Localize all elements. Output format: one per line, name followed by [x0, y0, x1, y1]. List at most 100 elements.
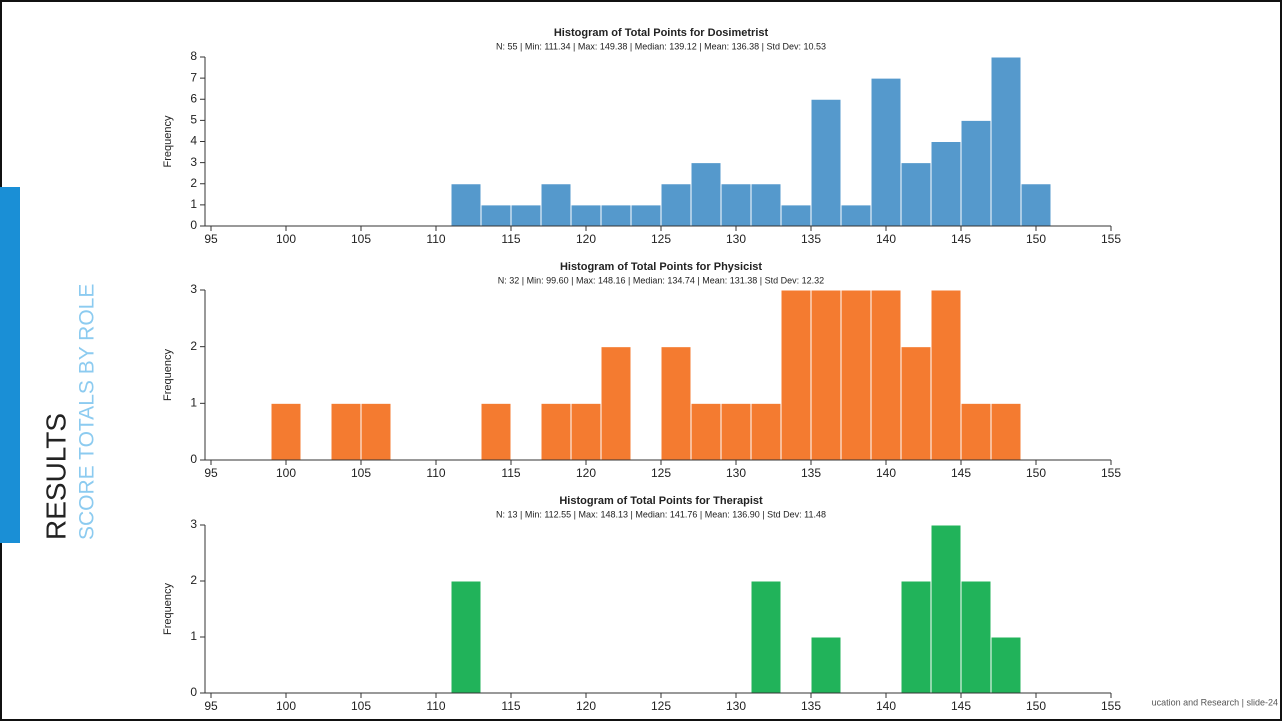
- y-tick-label: 3: [190, 282, 197, 296]
- bar: [810, 636, 842, 694]
- bar: [900, 162, 932, 227]
- x-tick-label: 130: [726, 232, 746, 246]
- bar: [870, 77, 902, 227]
- chart-title: Histogram of Total Points for Therapist: [559, 495, 763, 507]
- y-tick-label: 0: [190, 218, 197, 232]
- y-tick-label: 4: [190, 134, 197, 148]
- x-tick-label: 140: [876, 466, 896, 480]
- y-tick-label: 2: [190, 339, 197, 353]
- slide-heading: RESULTS: [40, 413, 71, 540]
- y-tick-label: 2: [190, 573, 197, 587]
- x-tick-label: 110: [426, 466, 445, 480]
- x-tick-label: 125: [651, 699, 671, 713]
- y-tick-label: 1: [190, 629, 197, 643]
- bar: [480, 402, 512, 461]
- accent-bar: [0, 187, 20, 543]
- y-tick-label: 6: [190, 91, 197, 105]
- chart-subtitle: N: 13 | Min: 112.55 | Max: 148.13 | Medi…: [496, 509, 826, 519]
- x-tick-label: 100: [276, 466, 296, 480]
- y-tick-label: 1: [190, 197, 197, 211]
- x-tick-label: 100: [276, 699, 296, 713]
- bar: [900, 580, 932, 694]
- x-tick-label: 140: [876, 232, 896, 246]
- y-axis-label: Frequency: [162, 115, 174, 167]
- bar: [990, 402, 1022, 461]
- y-tick-label: 3: [190, 517, 197, 531]
- bar: [690, 162, 722, 227]
- x-tick-label: 115: [501, 232, 520, 246]
- bar: [810, 98, 842, 227]
- x-tick-label: 155: [1101, 232, 1121, 246]
- y-tick-label: 8: [190, 49, 197, 63]
- bar: [720, 402, 752, 461]
- bar: [720, 183, 752, 227]
- x-tick-label: 115: [501, 466, 520, 480]
- bar: [750, 580, 782, 694]
- bar: [600, 204, 632, 227]
- x-tick-label: 105: [351, 232, 371, 246]
- slide-subheading: SCORE TOTALS BY ROLE: [76, 284, 99, 540]
- bar: [750, 183, 782, 227]
- bar: [540, 402, 572, 461]
- bar: [990, 56, 1022, 227]
- x-tick-label: 155: [1101, 699, 1121, 713]
- chart-title: Histogram of Total Points for Physicist: [560, 261, 762, 273]
- x-tick-label: 105: [351, 699, 371, 713]
- bar: [930, 289, 962, 461]
- bar: [450, 580, 482, 694]
- y-axis-label: Frequency: [162, 349, 174, 401]
- bar: [960, 402, 992, 461]
- y-tick-label: 0: [190, 685, 197, 699]
- x-tick-label: 120: [576, 232, 596, 246]
- x-tick-label: 145: [951, 699, 971, 713]
- x-tick-label: 130: [726, 699, 746, 713]
- bar: [930, 524, 962, 694]
- x-tick-label: 125: [651, 232, 671, 246]
- x-tick-label: 110: [426, 232, 445, 246]
- x-tick-label: 150: [1026, 699, 1046, 713]
- bar: [690, 402, 722, 461]
- bar: [630, 204, 662, 227]
- x-tick-label: 95: [204, 699, 218, 713]
- x-tick-label: 155: [1101, 466, 1121, 480]
- x-tick-label: 150: [1026, 466, 1046, 480]
- x-tick-label: 95: [204, 466, 218, 480]
- x-tick-label: 135: [801, 699, 821, 713]
- bar: [780, 289, 812, 461]
- chart-title: Histogram of Total Points for Dosimetris…: [554, 27, 769, 39]
- bar: [570, 402, 602, 461]
- y-tick-label: 2: [190, 176, 197, 190]
- chart-subtitle: N: 32 | Min: 99.60 | Max: 148.16 | Media…: [498, 275, 824, 285]
- bar: [900, 346, 932, 461]
- footer: ucation and Research | slide-24: [1152, 697, 1278, 707]
- bar: [360, 402, 392, 461]
- bar: [540, 183, 572, 227]
- x-tick-label: 150: [1026, 232, 1046, 246]
- bar: [960, 580, 992, 694]
- x-tick-label: 125: [651, 466, 671, 480]
- bar: [600, 346, 632, 461]
- bar: [930, 141, 962, 227]
- x-tick-label: 145: [951, 466, 971, 480]
- x-tick-label: 120: [576, 466, 596, 480]
- y-tick-label: 5: [190, 113, 197, 127]
- bar: [330, 402, 362, 461]
- bar: [480, 204, 512, 227]
- y-tick-label: 3: [190, 155, 197, 169]
- chart-subtitle: N: 55 | Min: 111.34 | Max: 149.38 | Medi…: [496, 41, 826, 51]
- x-tick-label: 140: [876, 699, 896, 713]
- x-tick-label: 115: [501, 699, 520, 713]
- x-tick-label: 105: [351, 466, 371, 480]
- bar: [660, 183, 692, 227]
- bar: [750, 402, 782, 461]
- bar: [810, 289, 842, 461]
- y-tick-label: 7: [190, 70, 197, 84]
- x-tick-label: 120: [576, 699, 596, 713]
- bar: [660, 346, 692, 461]
- x-tick-label: 95: [204, 232, 218, 246]
- bar: [780, 204, 812, 227]
- x-tick-label: 100: [276, 232, 296, 246]
